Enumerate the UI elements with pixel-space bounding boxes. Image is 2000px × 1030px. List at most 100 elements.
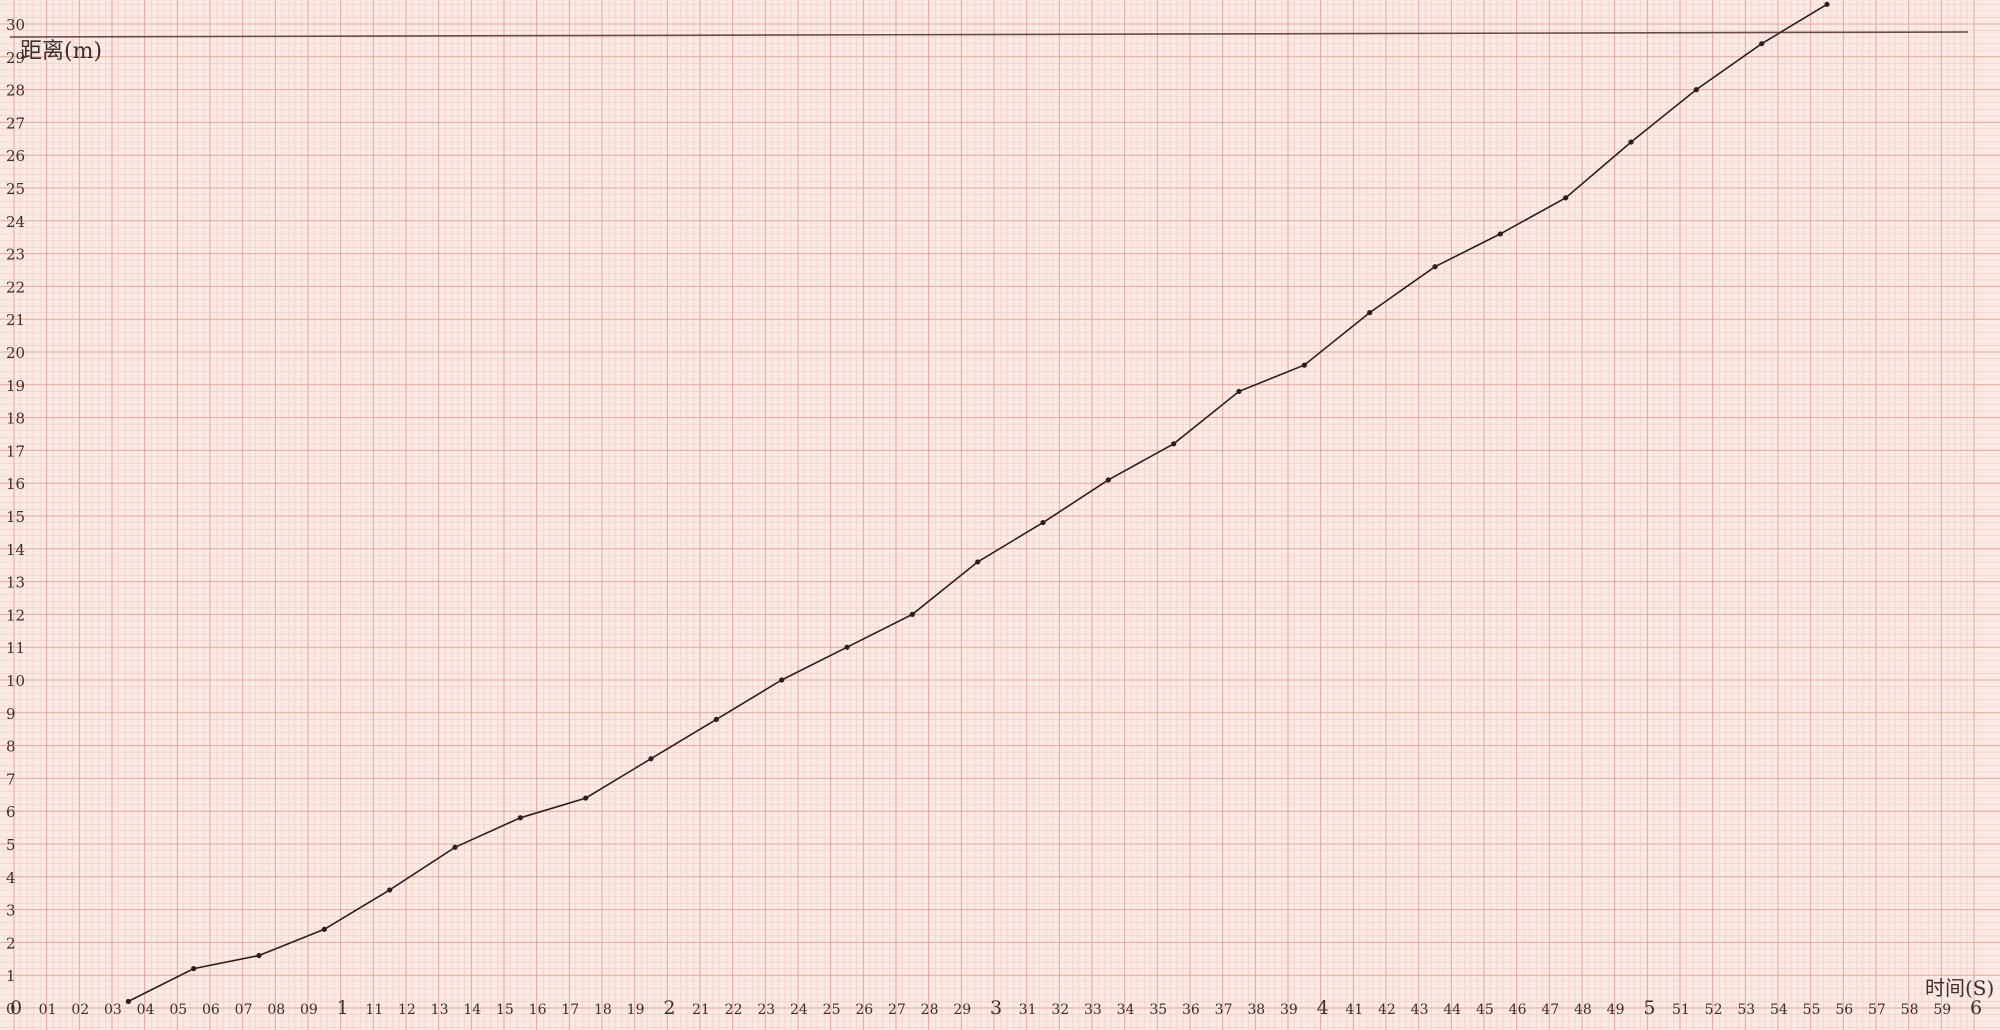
data-point xyxy=(1824,1,1830,7)
data-point xyxy=(387,887,393,893)
y-tick-label: 0 xyxy=(6,1000,16,1018)
y-tick-label: 1 xyxy=(6,967,16,985)
x-tick-label: 02 xyxy=(71,1002,89,1018)
x-tick-label: 04 xyxy=(137,1002,155,1018)
x-tick-label: 26 xyxy=(855,1002,873,1018)
data-point xyxy=(1432,264,1438,270)
data-point xyxy=(125,998,131,1005)
x-tick-label: 38 xyxy=(1247,1002,1265,1018)
x-tick-label: 41 xyxy=(1345,1002,1363,1018)
x-tick-label: 03 xyxy=(104,1002,122,1018)
data-point xyxy=(1563,195,1569,201)
x-tick-label: 21 xyxy=(692,1002,710,1018)
y-tick-label: 8 xyxy=(6,738,16,756)
data-point xyxy=(713,716,719,722)
y-tick-label: 9 xyxy=(6,705,16,723)
x-axis-title: 时间(S) xyxy=(1925,976,1994,1000)
x-tick-label: 55 xyxy=(1803,1002,1821,1018)
y-tick-label: 6 xyxy=(6,803,16,821)
data-point xyxy=(1497,231,1503,237)
data-points xyxy=(125,1,1830,1005)
x-tick-label: 0 xyxy=(10,997,22,1019)
x-tick-label: 3 xyxy=(990,997,1002,1019)
data-point xyxy=(1367,310,1373,316)
x-tick-label: 29 xyxy=(953,1002,971,1018)
y-tick-label: 2 xyxy=(6,934,16,952)
x-tick-label: 18 xyxy=(594,1002,612,1018)
x-tick-label: 2 xyxy=(663,997,675,1019)
x-tick-label: 27 xyxy=(888,1002,906,1018)
y-tick-labels: 0123456789101112131415161718192021222324… xyxy=(6,16,25,1018)
data-point xyxy=(648,756,654,762)
data-point xyxy=(1759,41,1765,47)
x-tick-label: 13 xyxy=(431,1002,449,1018)
x-tick-label: 5 xyxy=(1643,997,1655,1019)
y-tick-label: 25 xyxy=(6,180,25,198)
y-tick-label: 22 xyxy=(6,278,25,296)
x-tick-label: 15 xyxy=(496,1002,514,1018)
data-point xyxy=(321,926,327,932)
x-tick-label: 51 xyxy=(1672,1002,1690,1018)
x-tick-label: 43 xyxy=(1411,1002,1429,1018)
data-point xyxy=(1628,139,1634,145)
x-tick-label: 52 xyxy=(1705,1002,1723,1018)
y-tick-label: 13 xyxy=(6,574,25,592)
x-tick-label: 11 xyxy=(365,1002,383,1018)
y-tick-label: 30 xyxy=(6,16,25,34)
data-point xyxy=(517,815,523,821)
top-border-line xyxy=(9,31,1969,38)
x-tick-labels: 0 01 02 03 04 05 06 07 08 09 1 11 12 13 14 15 16 17 18 19 2 2… xyxy=(10,997,1982,1019)
x-tick-label: 19 xyxy=(627,1002,645,1018)
y-tick-label: 26 xyxy=(6,147,25,165)
data-point xyxy=(1040,519,1046,526)
x-tick-label: 57 xyxy=(1868,1002,1886,1018)
x-tick-label: 37 xyxy=(1215,1002,1233,1018)
x-tick-label: 06 xyxy=(202,1002,220,1018)
data-point xyxy=(1693,87,1699,93)
y-tick-label: 14 xyxy=(6,541,25,559)
x-tick-label: 44 xyxy=(1443,1002,1461,1018)
x-tick-label: 24 xyxy=(790,1002,808,1018)
x-tick-label: 56 xyxy=(1835,1002,1853,1018)
x-tick-label: 35 xyxy=(1149,1002,1167,1018)
x-tick-label: 1 xyxy=(337,997,349,1019)
y-tick-label: 4 xyxy=(6,869,16,887)
y-tick-label: 5 xyxy=(6,836,16,854)
x-tick-label: 31 xyxy=(1019,1002,1037,1018)
data-point xyxy=(452,844,458,850)
y-tick-label: 7 xyxy=(6,770,16,788)
data-point xyxy=(1105,477,1111,483)
y-tick-label: 10 xyxy=(6,672,25,690)
y-tick-label: 18 xyxy=(6,410,25,428)
y-tick-label: 29 xyxy=(6,49,25,67)
x-tick-label: 45 xyxy=(1476,1002,1494,1018)
y-tick-label: 24 xyxy=(6,213,25,231)
y-tick-label: 19 xyxy=(6,377,25,395)
y-tick-label: 16 xyxy=(6,475,25,493)
x-tick-label: 46 xyxy=(1509,1002,1527,1018)
x-tick-label: 34 xyxy=(1117,1002,1135,1018)
data-point xyxy=(975,559,981,565)
x-tick-label: 07 xyxy=(235,1002,253,1018)
x-tick-label: 42 xyxy=(1378,1002,1396,1018)
y-tick-label: 12 xyxy=(6,606,25,624)
x-tick-label: 47 xyxy=(1541,1002,1559,1018)
data-point xyxy=(779,677,785,683)
y-tick-label: 3 xyxy=(6,902,16,920)
x-tick-label: 08 xyxy=(267,1002,285,1018)
data-point xyxy=(191,966,197,972)
x-tick-label: 16 xyxy=(529,1002,547,1018)
data-point xyxy=(844,644,850,650)
x-tick-label: 58 xyxy=(1901,1002,1919,1018)
x-tick-label: 12 xyxy=(398,1002,416,1018)
x-tick-label: 25 xyxy=(823,1002,841,1018)
data-point xyxy=(1301,362,1307,368)
y-tick-label: 27 xyxy=(6,114,25,132)
x-tick-label: 14 xyxy=(463,1002,481,1018)
y-tick-label: 28 xyxy=(6,82,25,100)
x-tick-label: 49 xyxy=(1607,1002,1625,1018)
data-point xyxy=(909,611,915,618)
